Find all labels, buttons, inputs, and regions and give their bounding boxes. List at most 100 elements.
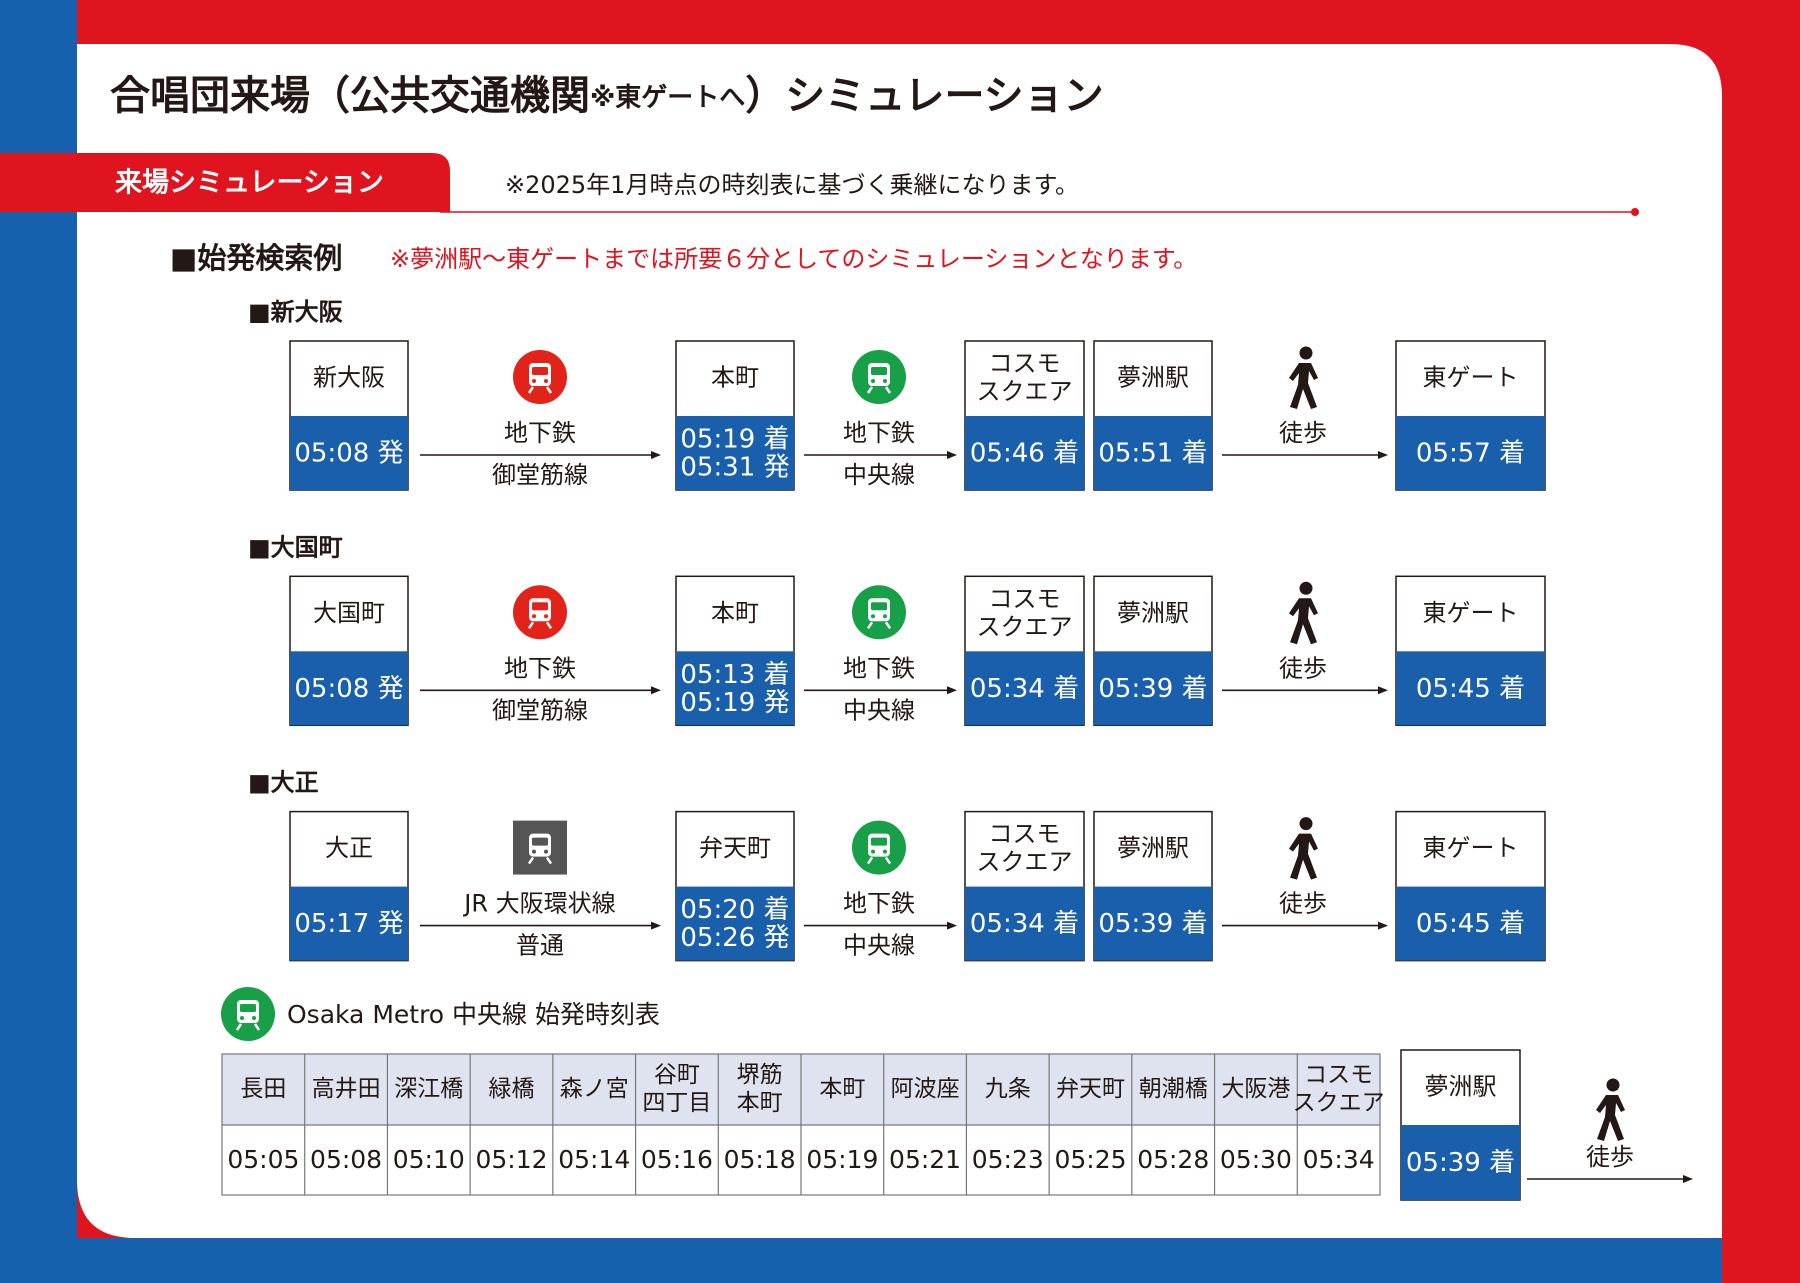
- icon-walk-head: [1299, 346, 1313, 360]
- title-note: ※東ゲートへ: [590, 83, 745, 113]
- route-name: ■新大阪: [248, 298, 343, 326]
- blue-frame-left: [0, 0, 77, 1283]
- timetable-header: 弁天町: [1056, 1076, 1125, 1102]
- icon-train-legs: [866, 621, 892, 629]
- station-time: 05:31 発: [680, 453, 789, 483]
- station-name: コスモ: [989, 820, 1061, 848]
- timetable-time: 05:19: [806, 1145, 878, 1174]
- station-name: 東ゲート: [1423, 364, 1519, 392]
- line-label: 地下鉄: [843, 654, 915, 682]
- timetable-header: 大阪港: [1221, 1076, 1290, 1102]
- station-time: 05:57 着: [1416, 439, 1525, 469]
- station-time: 05:39 着: [1406, 1148, 1515, 1178]
- station-time: 05:39 着: [1098, 674, 1207, 704]
- station-time: 05:45 着: [1416, 909, 1525, 939]
- arrow-head: [651, 921, 661, 930]
- icon-train-window: [532, 837, 548, 846]
- card: [77, 44, 1722, 1238]
- timetable-time: 05:34: [1303, 1145, 1375, 1174]
- icon-train-lamp: [532, 614, 536, 619]
- station-time-bg: [1094, 416, 1212, 490]
- icon-train-lamp: [871, 379, 875, 383]
- arrow-head: [947, 451, 957, 459]
- station-name: 東ゲート: [1423, 599, 1519, 627]
- station-time-bg: [965, 886, 1084, 961]
- icon-walk-body: [1289, 833, 1318, 880]
- title-end: ）シミュレーション: [745, 73, 1103, 119]
- icon-train-window: [532, 367, 548, 375]
- station-time-bg: [290, 886, 408, 961]
- icon-walk-head: [1299, 581, 1313, 595]
- arrow-head: [1378, 686, 1388, 695]
- station-time: 05:45 着: [1416, 674, 1525, 704]
- icon-train-lamp: [532, 379, 536, 383]
- station-name: 夢洲駅: [1425, 1073, 1497, 1101]
- icon-walk-head: [1606, 1078, 1620, 1092]
- icon-train-legs: [527, 621, 553, 629]
- icon-train-window: [240, 1004, 256, 1012]
- timetable-time: 05:28: [1137, 1145, 1209, 1174]
- timetable-header: スクエア: [1293, 1090, 1385, 1116]
- station-time: 05:19 発: [680, 688, 789, 718]
- timetable-time: 05:12: [475, 1145, 547, 1174]
- station-time-bg: [965, 651, 1084, 726]
- line-label: 普通: [516, 932, 564, 960]
- timetable-time: 05:21: [889, 1145, 961, 1174]
- icon-walk-body: [1289, 598, 1318, 645]
- timetable-header: 堺筋: [737, 1062, 783, 1088]
- icon-train-lamp: [871, 614, 875, 619]
- line-label: 地下鉄: [504, 654, 576, 682]
- line-label: 地下鉄: [843, 890, 915, 918]
- timetable-header: 四丁目: [642, 1090, 711, 1116]
- station-time: 05:51 着: [1098, 439, 1207, 469]
- station-name: スクエア: [977, 848, 1073, 876]
- line-label: 中央線: [843, 696, 915, 724]
- station-time: 05:17 発: [294, 909, 403, 939]
- section-note: ※2025年1月時点の時刻表に基づく乗継になります。: [505, 171, 1079, 199]
- station-name: スクエア: [977, 613, 1073, 641]
- station-name: 東ゲート: [1423, 834, 1519, 862]
- icon-walk-head: [1299, 817, 1313, 831]
- page-title: 合唱団来場（公共交通機関※東ゲートへ）シミュレーション: [110, 73, 1104, 119]
- line-label: 中央線: [843, 461, 915, 489]
- station-time-bg: [1094, 886, 1212, 961]
- line-label: 地下鉄: [843, 419, 915, 447]
- icon-train-legs: [866, 386, 892, 394]
- arrow-head: [651, 686, 661, 695]
- timetable-header: 本町: [737, 1090, 783, 1116]
- timetable-header: 谷町: [654, 1062, 700, 1088]
- route-name: ■大国町: [248, 533, 343, 561]
- arrow-head: [651, 451, 661, 459]
- section-tab: [0, 153, 450, 212]
- line-label: 徒歩: [1279, 890, 1327, 918]
- station-name: スクエア: [977, 378, 1073, 406]
- station-time-bg: [290, 651, 408, 726]
- station-name: 夢洲駅: [1117, 599, 1189, 627]
- station-time-bg: [965, 416, 1084, 490]
- station-time: 05:13 着: [680, 660, 789, 690]
- timetable-time: 05:30: [1220, 1145, 1292, 1174]
- station-time: 05:26 発: [680, 923, 789, 953]
- icon-train-window: [871, 367, 887, 375]
- station-time-bg: [1396, 651, 1545, 726]
- timetable-header: コスモ: [1304, 1062, 1373, 1088]
- route-name: ■大正: [248, 769, 319, 797]
- arrow-head: [947, 921, 957, 930]
- station-name: 弁天町: [699, 834, 771, 862]
- icon-train-legs: [527, 856, 553, 865]
- timetable-header: 長田: [240, 1076, 286, 1102]
- arrow-head: [1378, 451, 1388, 459]
- arrow-head: [1378, 921, 1388, 930]
- icon-train-legs: [527, 386, 553, 394]
- station-time: 05:39 着: [1098, 909, 1207, 939]
- timetable-header: 深江橋: [394, 1076, 463, 1102]
- station-time: 05:46 着: [970, 439, 1079, 469]
- line-label: 徒歩: [1279, 419, 1327, 447]
- timetable-time: 05:16: [641, 1145, 713, 1174]
- station-time-bg: [1396, 886, 1545, 961]
- icon-train-lamp: [532, 849, 536, 854]
